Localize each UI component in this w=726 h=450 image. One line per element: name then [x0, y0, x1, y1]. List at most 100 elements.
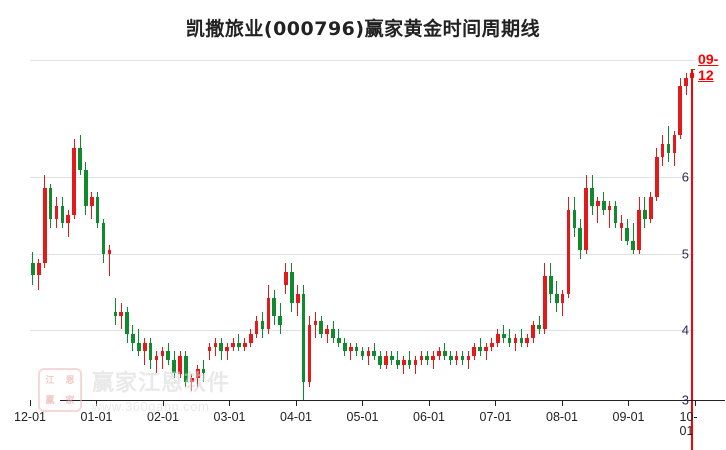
candle-body[interactable]: [284, 272, 288, 285]
candle-body[interactable]: [308, 325, 312, 382]
candle-body[interactable]: [149, 343, 153, 361]
candle-body[interactable]: [96, 197, 100, 223]
candle-body[interactable]: [584, 188, 588, 250]
candle-wick[interactable]: [162, 347, 163, 369]
candle-body[interactable]: [31, 263, 35, 274]
candle-body[interactable]: [61, 206, 65, 224]
candle-body[interactable]: [614, 206, 618, 224]
candle-body[interactable]: [490, 343, 494, 347]
candle-wick[interactable]: [415, 356, 416, 374]
candle-body[interactable]: [567, 210, 571, 294]
candle-body[interactable]: [631, 241, 635, 250]
candle-body[interactable]: [243, 343, 247, 347]
x-axis-label-06-01[interactable]: 06-01: [413, 410, 445, 424]
candle-body[interactable]: [578, 228, 582, 250]
candle-body[interactable]: [437, 351, 441, 355]
candle-body[interactable]: [355, 347, 359, 351]
candle-wick[interactable]: [191, 374, 192, 392]
candle-body[interactable]: [525, 338, 529, 342]
price-drop-line[interactable]: [691, 69, 693, 450]
candle-body[interactable]: [143, 343, 147, 352]
candle-body[interactable]: [90, 197, 94, 206]
candle-body[interactable]: [402, 360, 406, 364]
candle-body[interactable]: [225, 347, 229, 351]
candle-body[interactable]: [461, 356, 465, 360]
candle-body[interactable]: [508, 338, 512, 342]
candle-body[interactable]: [190, 378, 194, 382]
candle-body[interactable]: [396, 360, 400, 364]
candle-body[interactable]: [66, 215, 70, 224]
candle-body[interactable]: [655, 157, 659, 197]
candle-wick[interactable]: [468, 351, 469, 369]
candle-body[interactable]: [196, 369, 200, 378]
candle-wick[interactable]: [227, 343, 228, 361]
candle-body[interactable]: [414, 360, 418, 364]
candle-body[interactable]: [290, 272, 294, 303]
candle-body[interactable]: [496, 334, 500, 343]
candle-body[interactable]: [573, 210, 577, 228]
candle-body[interactable]: [102, 223, 106, 254]
candle-wick[interactable]: [486, 343, 487, 361]
candle-body[interactable]: [596, 201, 600, 205]
candle-body[interactable]: [178, 356, 182, 374]
candle-body[interactable]: [590, 188, 594, 206]
candle-wick[interactable]: [315, 312, 316, 338]
candle-body[interactable]: [314, 321, 318, 325]
candle-body[interactable]: [272, 298, 276, 316]
x-axis-label-03-01[interactable]: 03-01: [214, 410, 246, 424]
candle-body[interactable]: [449, 356, 453, 360]
candle-body[interactable]: [319, 321, 323, 334]
candle-body[interactable]: [561, 294, 565, 303]
date-callout-label[interactable]: 09-12: [698, 51, 718, 83]
candle-body[interactable]: [484, 347, 488, 351]
x-axis-label-07-01[interactable]: 07-01: [480, 410, 512, 424]
candle-body[interactable]: [673, 135, 677, 153]
candle-body[interactable]: [108, 250, 112, 254]
candle-body[interactable]: [678, 86, 682, 135]
candle-body[interactable]: [249, 334, 253, 343]
candle-body[interactable]: [625, 228, 629, 241]
candle-body[interactable]: [520, 338, 524, 342]
candle-body[interactable]: [661, 144, 665, 157]
candle-body[interactable]: [267, 298, 271, 329]
candle-body[interactable]: [296, 294, 300, 303]
candle-body[interactable]: [390, 356, 394, 360]
candlestick-series[interactable]: [30, 60, 695, 400]
candle-body[interactable]: [549, 276, 553, 294]
candle-body[interactable]: [643, 210, 647, 219]
candle-body[interactable]: [214, 343, 218, 347]
x-axis-label-12-01[interactable]: 12-01: [14, 410, 46, 424]
candle-body[interactable]: [649, 197, 653, 219]
candle-body[interactable]: [637, 210, 641, 250]
candle-body[interactable]: [420, 356, 424, 360]
candle-body[interactable]: [278, 316, 282, 325]
candle-body[interactable]: [514, 338, 518, 342]
candle-body[interactable]: [119, 312, 123, 316]
candle-body[interactable]: [255, 321, 259, 334]
candle-body[interactable]: [478, 347, 482, 351]
candle-body[interactable]: [231, 343, 235, 347]
candle-body[interactable]: [208, 347, 212, 351]
candle-body[interactable]: [78, 148, 82, 170]
candle-body[interactable]: [467, 356, 471, 360]
candle-wick[interactable]: [368, 347, 369, 365]
candle-body[interactable]: [237, 343, 241, 347]
candle-wick[interactable]: [350, 343, 351, 361]
candle-body[interactable]: [608, 206, 612, 210]
candle-body[interactable]: [531, 325, 535, 338]
candle-body[interactable]: [172, 360, 176, 373]
x-axis-label-10-01[interactable]: 10-01: [680, 410, 711, 438]
candle-body[interactable]: [408, 360, 412, 364]
candle-body[interactable]: [84, 170, 88, 205]
candle-body[interactable]: [331, 329, 335, 338]
x-axis-label-01-01[interactable]: 01-01: [81, 410, 113, 424]
candle-wick[interactable]: [403, 356, 404, 374]
candle-body[interactable]: [337, 338, 341, 342]
candle-body[interactable]: [184, 356, 188, 382]
candle-wick[interactable]: [515, 334, 516, 352]
candle-body[interactable]: [455, 356, 459, 360]
candle-body[interactable]: [502, 334, 506, 338]
candle-body[interactable]: [684, 78, 688, 87]
x-axis-label-05-01[interactable]: 05-01: [347, 410, 379, 424]
candle-body[interactable]: [137, 343, 141, 352]
